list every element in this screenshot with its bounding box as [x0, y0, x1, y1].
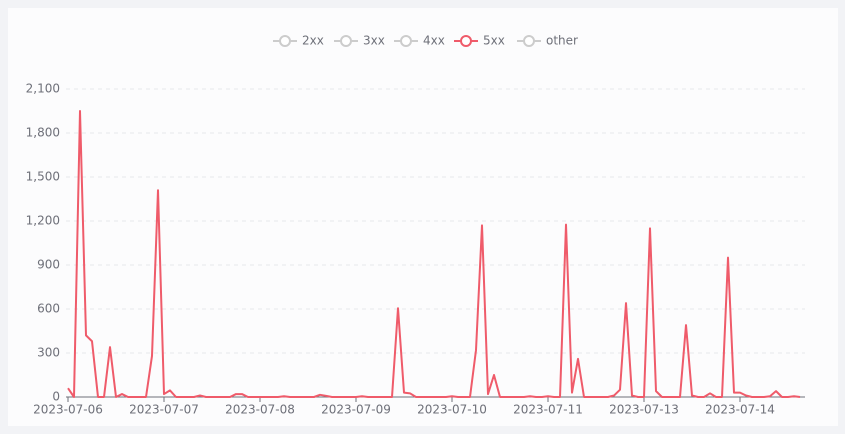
legend-label[interactable]: 4xx	[423, 34, 445, 48]
legend-icon[interactable]	[340, 35, 352, 47]
legend-icon[interactable]	[460, 35, 472, 47]
y-tick-label: 1,800	[26, 126, 60, 140]
legend-label[interactable]: other	[546, 34, 578, 48]
x-tick-label: 2023-07-09	[321, 403, 391, 417]
x-tick-label: 2023-07-11	[513, 403, 583, 417]
x-tick-label: 2023-07-14	[705, 403, 775, 417]
legend-icon[interactable]	[523, 35, 535, 47]
y-tick-label: 600	[37, 302, 60, 316]
legend-label[interactable]: 3xx	[363, 34, 385, 48]
y-tick-label: 900	[37, 258, 60, 272]
legend-icon[interactable]	[400, 35, 412, 47]
x-tick-label: 2023-07-10	[417, 403, 487, 417]
y-tick-label: 2,100	[26, 82, 60, 96]
legend-icon[interactable]	[279, 35, 291, 47]
legend-label[interactable]: 2xx	[302, 34, 324, 48]
y-tick-label: 1,200	[26, 214, 60, 228]
y-tick-label: 1,500	[26, 170, 60, 184]
series-line	[67, 110, 801, 398]
x-tick-label: 2023-07-08	[225, 403, 295, 417]
y-tick-label: 300	[37, 346, 60, 360]
x-tick-label: 2023-07-07	[129, 403, 199, 417]
y-tick-label: 0	[52, 390, 60, 404]
card	[8, 8, 838, 426]
x-tick-label: 2023-07-06	[33, 403, 103, 417]
legend-label[interactable]: 5xx	[483, 34, 505, 48]
x-tick-label: 2023-07-13	[609, 403, 679, 417]
